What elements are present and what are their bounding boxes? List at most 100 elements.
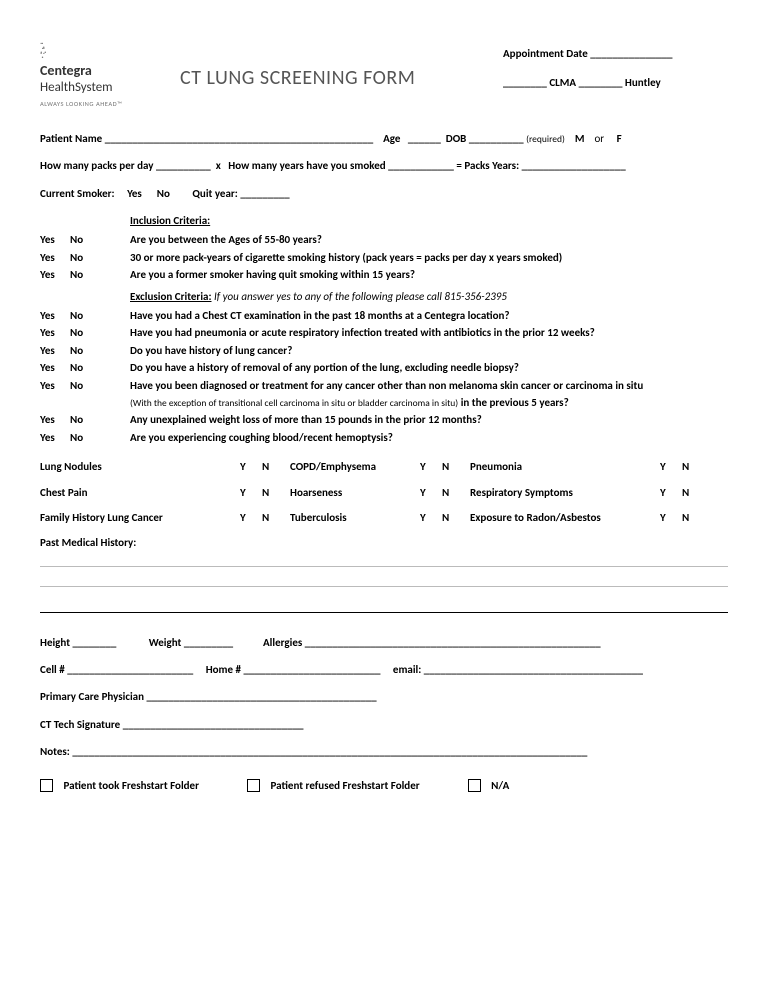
criteria-yes[interactable]: Yes <box>40 267 70 282</box>
cond-hoarseness: Hoarseness <box>290 485 420 500</box>
cond-family-history: Family History Lung Cancer <box>40 510 240 525</box>
freshstart-na-label: N/A <box>491 779 509 792</box>
freshstart-na[interactable]: N/A <box>468 778 510 793</box>
cond-n[interactable]: N <box>682 459 710 474</box>
home-label: Home # <box>206 663 241 676</box>
cond-n[interactable]: N <box>442 510 470 525</box>
cell-label: Cell # <box>40 663 65 676</box>
cond-pneumonia: Pneumonia <box>470 459 660 474</box>
criteria-yes[interactable]: Yes <box>40 250 70 265</box>
cond-y[interactable]: Y <box>660 485 682 500</box>
location-clma: CLMA <box>549 76 576 89</box>
exclusion-q7: Are you experiencing coughing blood/rece… <box>130 430 728 445</box>
current-smoker-no[interactable]: No <box>157 187 170 200</box>
criteria-yes[interactable]: Yes <box>40 232 70 247</box>
freshstart-refused-label: Patient refused Freshstart Folder <box>271 779 420 792</box>
criteria-no[interactable]: No <box>70 378 130 393</box>
cond-n[interactable]: N <box>262 485 290 500</box>
exclusion-item[interactable]: Yes No Have you been diagnosed or treatm… <box>40 378 728 393</box>
criteria-no[interactable]: No <box>70 430 130 445</box>
checkbox-icon[interactable] <box>40 779 53 792</box>
cond-y[interactable]: Y <box>240 485 262 500</box>
cond-y[interactable]: Y <box>420 510 442 525</box>
criteria-no[interactable]: No <box>70 232 130 247</box>
sex-f[interactable]: F <box>617 132 622 145</box>
inclusion-item[interactable]: Yes No 30 or more pack-years of cigarett… <box>40 250 728 265</box>
criteria-no[interactable]: No <box>70 412 130 427</box>
exclusion-note: (With the exception of transitional cell… <box>40 395 728 410</box>
exclusion-heading: Exclusion Criteria: <box>130 290 212 303</box>
ct-sig-row[interactable]: CT Tech Signature ______________________… <box>40 717 728 732</box>
inclusion-q2: 30 or more pack-years of cigarette smoki… <box>130 250 728 265</box>
condition-row[interactable]: Chest Pain Y N Hoarseness Y N Respirator… <box>40 485 728 500</box>
cond-n[interactable]: N <box>262 510 290 525</box>
criteria-no[interactable]: No <box>70 250 130 265</box>
appointment-block: Appointment Date _______________ _______… <box>503 36 728 91</box>
condition-row[interactable]: Family History Lung Cancer Y N Tuberculo… <box>40 510 728 525</box>
inclusion-item[interactable]: Yes No Are you between the Ages of 55-80… <box>40 232 728 247</box>
location-huntley: Huntley <box>625 76 661 89</box>
sex-or: or <box>594 132 604 145</box>
criteria-yes[interactable]: Yes <box>40 360 70 375</box>
freshstart-took[interactable]: Patient took Freshstart Folder <box>40 778 199 793</box>
cond-y[interactable]: Y <box>660 510 682 525</box>
cond-respiratory: Respiratory Symptoms <box>470 485 660 500</box>
criteria-yes[interactable]: Yes <box>40 378 70 393</box>
inclusion-item[interactable]: Yes No Are you a former smoker having qu… <box>40 267 728 282</box>
current-smoker-row[interactable]: Current Smoker: Yes No Quit year: ______… <box>40 186 728 201</box>
cond-n[interactable]: N <box>442 485 470 500</box>
patient-name-row[interactable]: Patient Name ___________________________… <box>40 131 728 146</box>
cond-n[interactable]: N <box>442 459 470 474</box>
current-smoker-yes[interactable]: Yes <box>127 187 142 200</box>
exclusion-item[interactable]: Yes No Do you have a history of removal … <box>40 360 728 375</box>
exclusion-q4: Do you have a history of removal of any … <box>130 360 728 375</box>
criteria-yes[interactable]: Yes <box>40 412 70 427</box>
cond-y[interactable]: Y <box>420 485 442 500</box>
sex-m[interactable]: M <box>575 132 585 145</box>
criteria-yes[interactable]: Yes <box>40 343 70 358</box>
cond-y[interactable]: Y <box>240 459 262 474</box>
criteria-yes[interactable]: Yes <box>40 308 70 323</box>
pmh-line[interactable] <box>40 551 728 567</box>
checkbox-icon[interactable] <box>468 779 481 792</box>
criteria-no[interactable]: No <box>70 325 130 340</box>
exclusion-note-cont: in the previous 5 years? <box>461 396 569 409</box>
exclusion-item[interactable]: Yes No Have you had a Chest CT examinati… <box>40 308 728 323</box>
exclusion-item[interactable]: Yes No Are you experiencing coughing blo… <box>40 430 728 445</box>
title-block: CT LUNG SCREENING FORM <box>180 36 503 92</box>
cond-n[interactable]: N <box>682 510 710 525</box>
pcp-row[interactable]: Primary Care Physician _________________… <box>40 689 728 704</box>
exclusion-q3: Do you have history of lung cancer? <box>130 343 728 358</box>
cond-n[interactable]: N <box>682 485 710 500</box>
pmh-line[interactable] <box>40 597 728 613</box>
criteria-no[interactable]: No <box>70 308 130 323</box>
location-field[interactable]: ________ CLMA ________ Huntley <box>503 75 728 90</box>
criteria-yes[interactable]: Yes <box>40 325 70 340</box>
logo-dots-icon: ˙˙··˙˙·˙·˙ <box>40 44 180 59</box>
quit-year-label: Quit year: <box>192 187 237 200</box>
cond-y[interactable]: Y <box>420 459 442 474</box>
criteria-no[interactable]: No <box>70 360 130 375</box>
exclusion-item[interactable]: Yes No Any unexplained weight loss of mo… <box>40 412 728 427</box>
smoking-packs-row[interactable]: How many packs per day __________ x How … <box>40 158 728 173</box>
freshstart-refused[interactable]: Patient refused Freshstart Folder <box>247 778 420 793</box>
cond-y[interactable]: Y <box>240 510 262 525</box>
exclusion-q2: Have you had pneumonia or acute respirat… <box>130 325 728 340</box>
criteria-no[interactable]: No <box>70 343 130 358</box>
cond-y[interactable]: Y <box>660 459 682 474</box>
contact-row[interactable]: Cell # _______________________ Home # __… <box>40 662 728 677</box>
condition-row[interactable]: Lung Nodules Y N COPD/Emphysema Y N Pneu… <box>40 459 728 474</box>
exclusion-q1: Have you had a Chest CT examination in t… <box>130 308 728 323</box>
exclusion-instruction: If you answer yes to any of the followin… <box>214 290 507 303</box>
current-smoker-label: Current Smoker: <box>40 187 115 200</box>
cond-n[interactable]: N <box>262 459 290 474</box>
criteria-yes[interactable]: Yes <box>40 430 70 445</box>
vitals-row[interactable]: Height ________ Weight _________ Allergi… <box>40 635 728 650</box>
criteria-no[interactable]: No <box>70 267 130 282</box>
notes-row[interactable]: Notes: _________________________________… <box>40 744 728 759</box>
exclusion-item[interactable]: Yes No Have you had pneumonia or acute r… <box>40 325 728 340</box>
pmh-line[interactable] <box>40 571 728 587</box>
appointment-date-field[interactable]: Appointment Date _______________ <box>503 46 728 61</box>
checkbox-icon[interactable] <box>247 779 260 792</box>
exclusion-item[interactable]: Yes No Do you have history of lung cance… <box>40 343 728 358</box>
